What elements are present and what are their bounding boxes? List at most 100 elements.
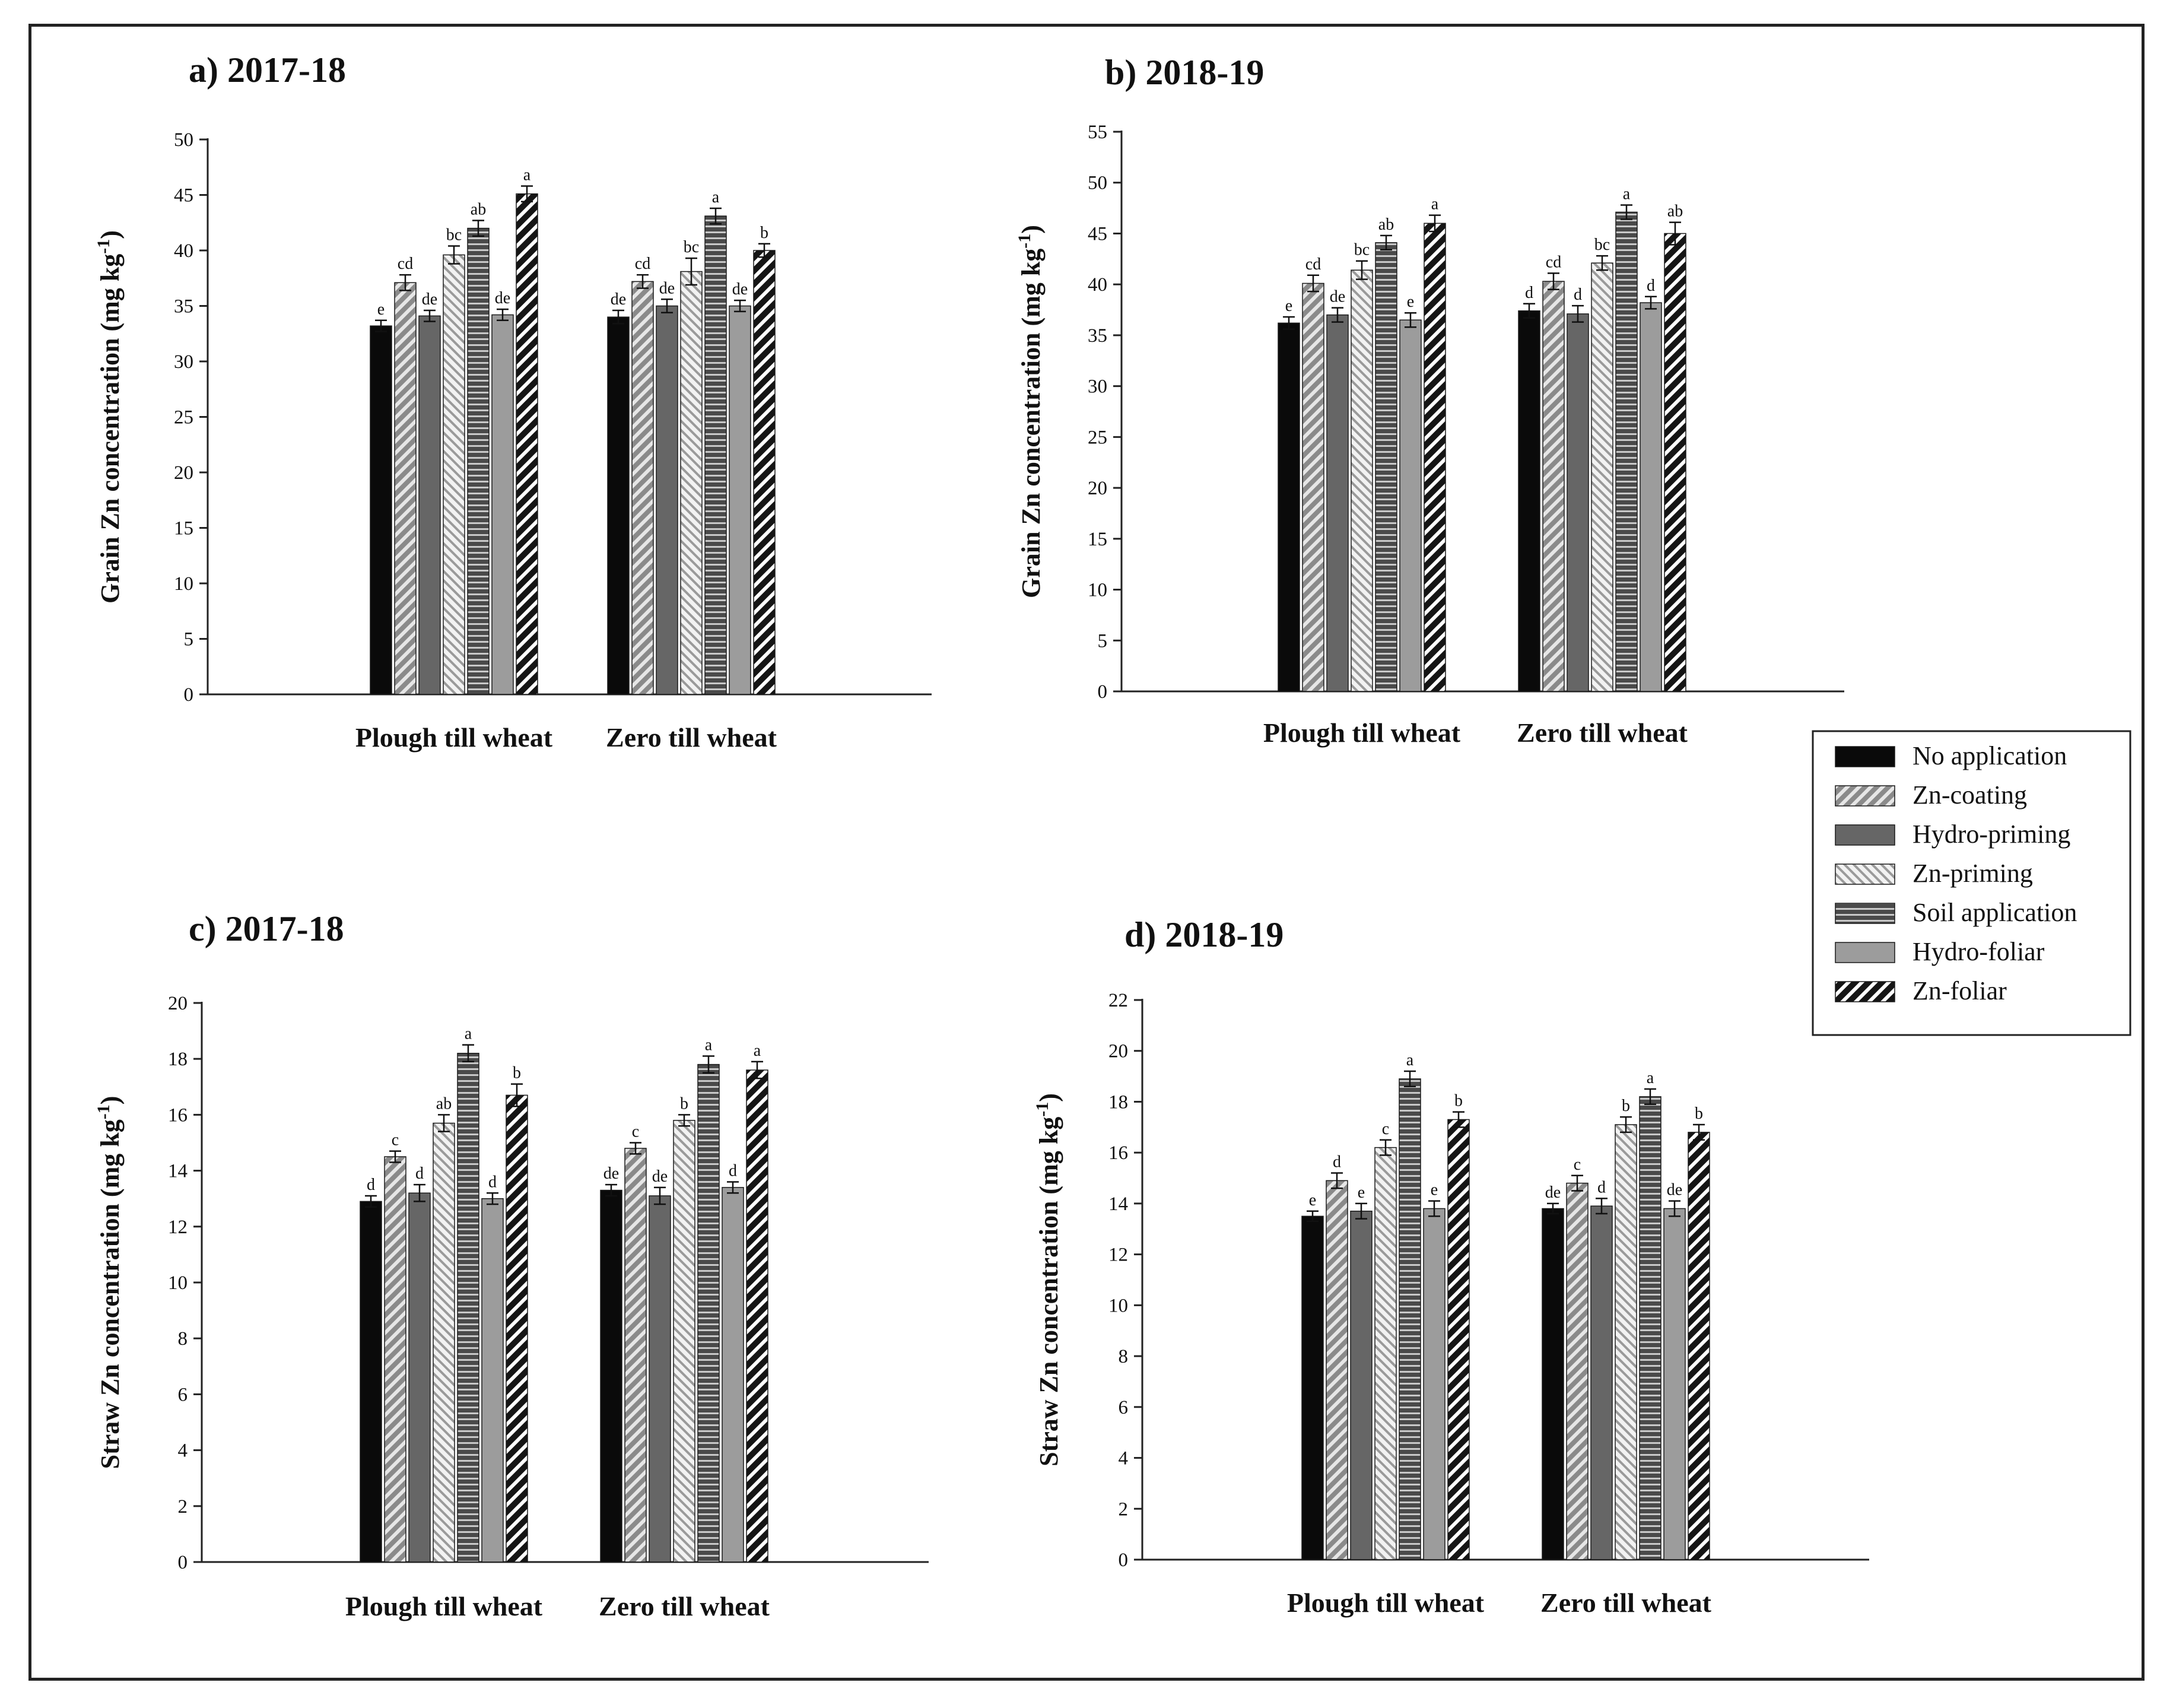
bar-zn-foliar — [1688, 1132, 1710, 1560]
bar-zn-foliar — [1424, 223, 1446, 692]
y-tick-label: 40 — [174, 240, 193, 262]
y-tick-label: 20 — [1108, 1041, 1128, 1062]
y-tick-label: 15 — [1088, 529, 1107, 550]
bar-zn-foliar — [506, 1094, 528, 1563]
y-tick-label: 0 — [1119, 1550, 1129, 1571]
significance-letter: cd — [1546, 253, 1561, 271]
significance-letter: de — [652, 1167, 668, 1186]
bar-zn-priming — [673, 1120, 695, 1563]
category-label: Plough till wheat — [1263, 718, 1461, 748]
bar-hydro-foliar — [722, 1187, 744, 1563]
y-axis-label-main: Straw Zn concentration (mg kg — [1034, 1117, 1063, 1466]
bar-zn-priming — [1591, 262, 1613, 692]
bar-zn-coating — [394, 282, 417, 695]
bar-hydro-foliar — [1423, 1208, 1446, 1560]
legend-swatch-zn-priming — [1835, 863, 1895, 885]
y-tick-label: 5 — [184, 629, 194, 650]
significance-letter: b — [1622, 1097, 1630, 1115]
y-tick-label: 8 — [178, 1328, 188, 1350]
y-tick-label: 14 — [168, 1161, 188, 1182]
bar-soil-application — [697, 1063, 720, 1563]
y-tick-label: 45 — [174, 185, 193, 207]
bar-no-application — [1518, 310, 1540, 692]
bar-zn-foliar — [516, 193, 538, 695]
y-axis-label-main: Straw Zn concentration (mg kg — [96, 1119, 125, 1469]
significance-letter: cd — [635, 255, 650, 273]
legend-label: Zn-foliar — [1913, 976, 2007, 1005]
bar-hydro-foliar — [491, 314, 514, 695]
significance-letter: de — [1667, 1181, 1682, 1199]
bar-zn-coating — [631, 281, 654, 695]
y-tick-label: 6 — [178, 1384, 188, 1405]
y-tick-label: 25 — [174, 407, 193, 428]
category-label: Plough till wheat — [1287, 1588, 1485, 1618]
significance-letter: de — [1545, 1183, 1561, 1202]
y-tick-label: 2 — [1119, 1499, 1129, 1520]
significance-letter: a — [1406, 1051, 1414, 1069]
bar-hydro-priming — [418, 315, 441, 695]
significance-letter: b — [760, 224, 768, 242]
significance-letter: de — [611, 290, 626, 309]
y-tick-label: 0 — [184, 684, 194, 706]
significance-letter: de — [495, 289, 510, 307]
panel-d-straw-2018-19: d) 2018-19 0 2 4 6 8 10 12 14 16 18 20 22 Straw Zn co… — [1033, 915, 1869, 1618]
figure-frame — [28, 24, 2145, 1681]
y-axis-label-end: ) — [96, 230, 125, 239]
significance-letter: d — [1647, 277, 1655, 295]
significance-letter: de — [422, 290, 437, 309]
legend-swatch-zn-coating — [1835, 785, 1895, 807]
significance-letter: a — [754, 1042, 761, 1060]
panel-title: b) 2018-19 — [1105, 53, 1264, 92]
y-tick-label: 30 — [1088, 376, 1107, 398]
significance-letter: ab — [471, 201, 486, 219]
significance-letter: e — [1358, 1183, 1365, 1202]
significance-letter: c — [632, 1123, 639, 1141]
bar-hydro-priming — [1590, 1205, 1613, 1560]
y-tick-label: 16 — [168, 1104, 188, 1126]
bar-zn-coating — [624, 1148, 647, 1563]
y-tick-label: 0 — [1098, 681, 1108, 703]
significance-letter: e — [1285, 297, 1292, 315]
bar-zn-coating — [384, 1156, 406, 1563]
bar-hydro-priming — [1350, 1211, 1373, 1560]
y-axis-label-superscript: -1 — [1033, 1102, 1052, 1117]
significance-letter: b — [1695, 1104, 1703, 1123]
y-tick-label: 2 — [178, 1496, 188, 1517]
y-axis-label-end: ) — [96, 1096, 125, 1105]
significance-letter: de — [659, 279, 675, 297]
category-label: Plough till wheat — [345, 1591, 543, 1621]
legend-swatch-zn-foliar — [1835, 981, 1895, 1002]
bar-zn-priming — [1351, 269, 1373, 692]
bar-soil-application — [1399, 1078, 1421, 1560]
y-tick-label: 22 — [1108, 990, 1128, 1011]
y-tick-label: 6 — [1119, 1397, 1129, 1418]
y-tick-label: 10 — [1088, 580, 1107, 601]
significance-letter: c — [392, 1131, 399, 1150]
bar-zn-priming — [680, 271, 703, 695]
bar-soil-application — [704, 215, 727, 695]
y-tick-label: 20 — [168, 993, 188, 1014]
significance-letter: d — [367, 1176, 375, 1194]
bar-hydro-priming — [408, 1192, 431, 1563]
y-tick-label: 20 — [174, 462, 193, 484]
significance-letter: d — [1574, 285, 1582, 304]
y-tick-label: 50 — [174, 129, 193, 151]
y-tick-label: 35 — [174, 296, 193, 318]
bar-no-application — [1301, 1215, 1324, 1560]
significance-letter: de — [1330, 288, 1345, 306]
y-tick-label: 50 — [1088, 173, 1107, 194]
y-axis-label-main: Grain Zn concentration (mg kg — [96, 254, 125, 604]
bar-hydro-priming — [649, 1195, 671, 1563]
bar-no-application — [1278, 322, 1300, 692]
legend-swatch-hydro-foliar — [1835, 942, 1895, 963]
bar-hydro-foliar — [1399, 319, 1422, 692]
y-axis-label: Straw Zn concentration (mg kg-1) — [94, 1096, 125, 1469]
bar-soil-application — [1639, 1096, 1661, 1560]
significance-letter: d — [729, 1161, 737, 1180]
y-axis-label-end: ) — [1034, 1093, 1063, 1102]
significance-letter: de — [732, 280, 748, 299]
significance-letter: d — [415, 1164, 424, 1183]
legend-swatch-hydro-priming — [1835, 824, 1895, 846]
significance-letter: de — [603, 1164, 619, 1183]
legend-label: Hydro-priming — [1913, 820, 2070, 849]
